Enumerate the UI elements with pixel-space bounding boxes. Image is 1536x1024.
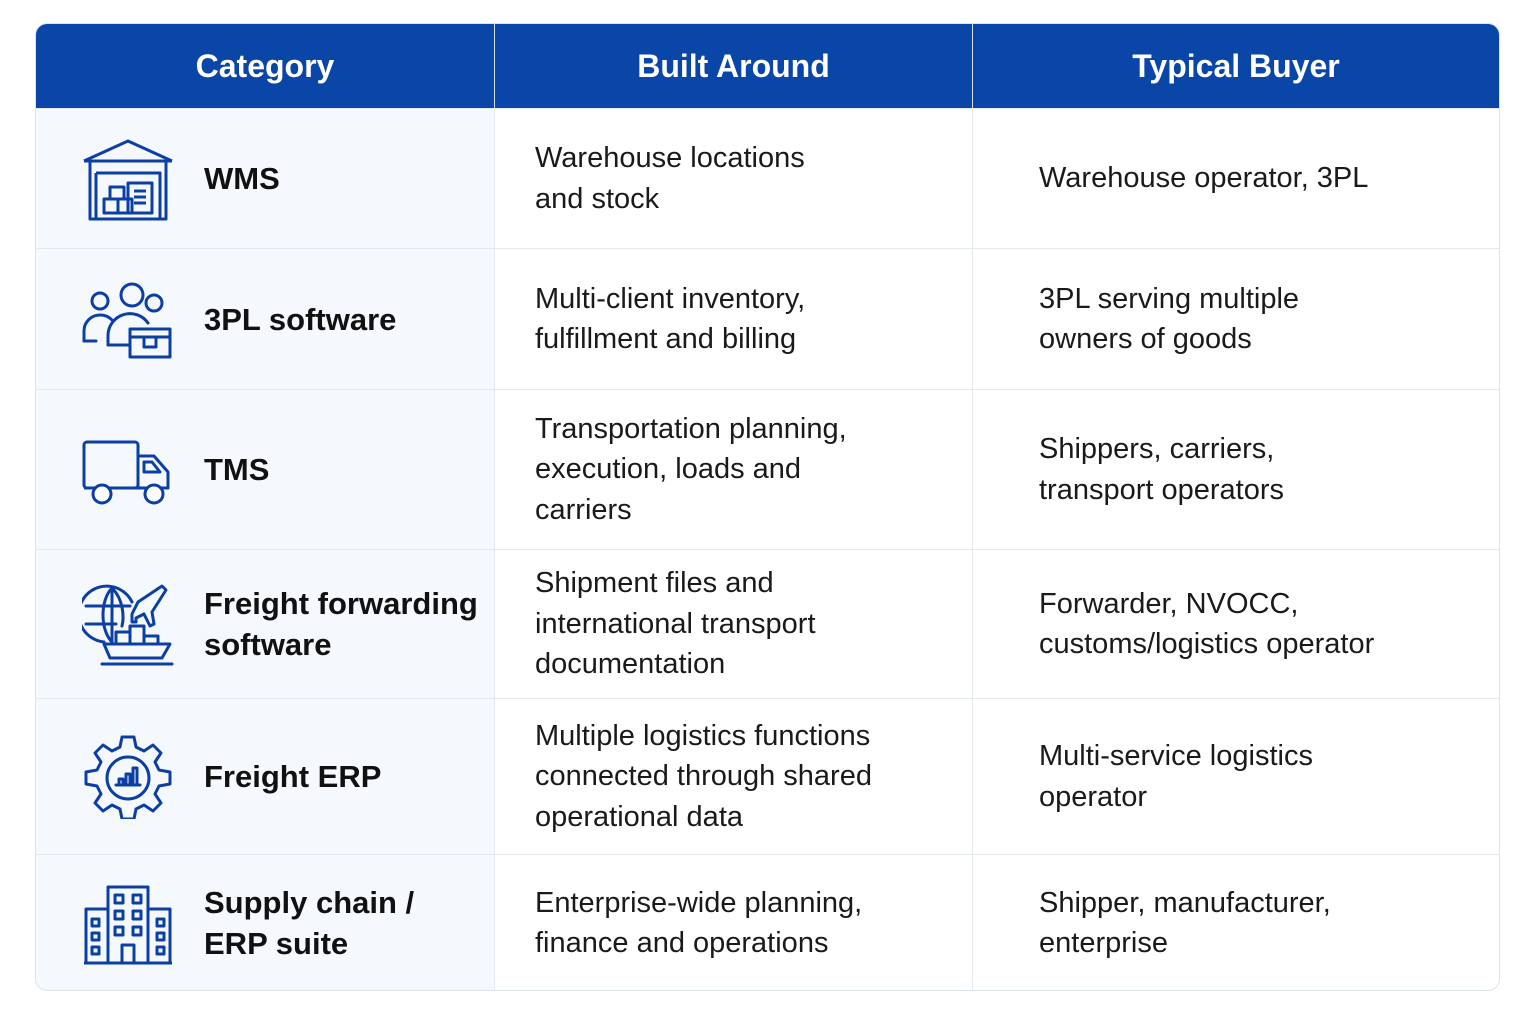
built-around-cell: Multiple logistics functions connected t…	[494, 699, 972, 854]
office-building-icon	[82, 881, 174, 965]
typical-buyer-text: Multi-service logistics operator	[1039, 740, 1313, 813]
category-cell: Supply chain / ERP suite	[36, 855, 494, 990]
category-name: Supply chain / ERP suite	[204, 885, 415, 961]
typical-buyer-cell: 3PL serving multiple owners of goods	[972, 249, 1499, 389]
built-around-cell: Warehouse locations and stock	[494, 109, 972, 248]
comparison-table: Category Built Around Typical Buyer	[35, 23, 1500, 991]
table-row: Freight ERP Multiple logistics functions…	[36, 698, 1499, 854]
table-row: Freight forwarding software Shipment fil…	[36, 549, 1499, 698]
typical-buyer-cell: Shippers, carriers, transport operators	[972, 390, 1499, 549]
warehouse-icon	[82, 137, 174, 221]
built-around-cell: Enterprise-wide planning, finance and op…	[494, 855, 972, 990]
typical-buyer-cell: Multi-service logistics operator	[972, 699, 1499, 854]
gear-chart-icon	[82, 735, 174, 819]
built-around-cell: Transportation planning, execution, load…	[494, 390, 972, 549]
category-name: Freight ERP	[204, 759, 382, 794]
built-around-cell: Multi-client inventory, fulfillment and …	[494, 249, 972, 389]
category-cell: TMS	[36, 390, 494, 549]
table-row: Supply chain / ERP suite Enterprise-wide…	[36, 854, 1499, 990]
typical-buyer-cell: Forwarder, NVOCC, customs/logistics oper…	[972, 550, 1499, 698]
category-cell: WMS	[36, 109, 494, 248]
table-row: WMS Warehouse locations and stock Wareho…	[36, 108, 1499, 248]
header-typical-buyer: Typical Buyer	[972, 24, 1499, 108]
typical-buyer-cell: Warehouse operator, 3PL	[972, 109, 1499, 248]
category-name: Freight forwarding software	[204, 586, 478, 662]
typical-buyer-text: Warehouse operator, 3PL	[1039, 162, 1369, 195]
category-cell: Freight ERP	[36, 699, 494, 854]
built-around-cell: Shipment files and international transpo…	[494, 550, 972, 698]
table-header: Category Built Around Typical Buyer	[36, 24, 1499, 108]
built-around-text: Enterprise-wide planning, finance and op…	[535, 886, 863, 960]
category-name: 3PL software	[204, 301, 397, 337]
table-row: TMS Transportation planning, execution, …	[36, 389, 1499, 549]
typical-buyer-text: Shippers, carriers, transport operators	[1039, 433, 1285, 506]
built-around-text: Transportation planning, execution, load…	[535, 412, 847, 526]
header-category: Category	[195, 47, 335, 84]
typical-buyer-text: 3PL serving multiple owners of goods	[1039, 282, 1300, 356]
typical-buyer-text: Forwarder, NVOCC, customs/logistics oper…	[1039, 587, 1375, 661]
built-around-text: Multi-client inventory, fulfillment and …	[535, 282, 806, 356]
truck-icon	[82, 428, 174, 512]
category-name: WMS	[204, 161, 280, 196]
built-around-text: Multiple logistics functions connected t…	[535, 719, 872, 833]
category-cell: Freight forwarding software	[36, 550, 494, 698]
globe-plane-ship-icon	[82, 582, 174, 666]
table-row: 3PL software Multi-client inventory, ful…	[36, 248, 1499, 389]
category-cell: 3PL software	[36, 249, 494, 389]
clients-box-icon	[82, 277, 174, 361]
built-around-text: Shipment files and international transpo…	[535, 567, 816, 681]
header-built-around: Built Around	[494, 24, 972, 108]
typical-buyer-text: Shipper, manufacturer, enterprise	[1039, 886, 1331, 960]
category-name: TMS	[204, 452, 270, 487]
typical-buyer-cell: Shipper, manufacturer, enterprise	[972, 855, 1499, 990]
built-around-text: Warehouse locations and stock	[535, 142, 805, 215]
